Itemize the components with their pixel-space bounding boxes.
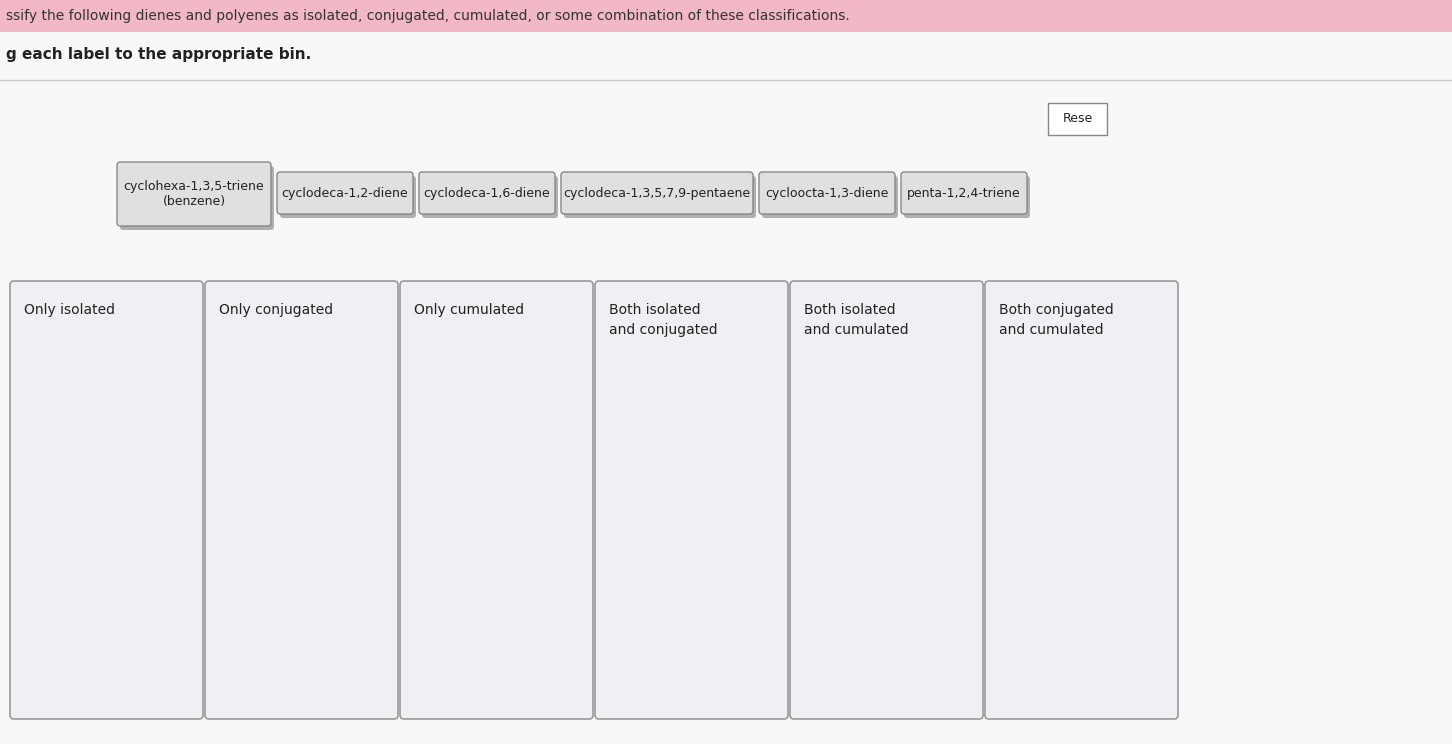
FancyBboxPatch shape <box>595 281 788 719</box>
Text: Only conjugated: Only conjugated <box>219 303 333 317</box>
Text: penta-1,2,4-triene: penta-1,2,4-triene <box>908 187 1021 199</box>
Text: cyclohexa-1,3,5-triene
(benzene): cyclohexa-1,3,5-triene (benzene) <box>123 180 264 208</box>
FancyBboxPatch shape <box>277 172 412 214</box>
FancyBboxPatch shape <box>118 162 272 226</box>
FancyBboxPatch shape <box>905 176 1029 218</box>
Text: cyclodeca-1,6-diene: cyclodeca-1,6-diene <box>424 187 550 199</box>
Text: cycloocta-1,3-diene: cycloocta-1,3-diene <box>765 187 889 199</box>
Text: and conjugated: and conjugated <box>608 323 717 337</box>
FancyBboxPatch shape <box>121 166 274 230</box>
FancyBboxPatch shape <box>0 0 1452 32</box>
FancyBboxPatch shape <box>10 281 203 719</box>
FancyBboxPatch shape <box>560 172 754 214</box>
FancyBboxPatch shape <box>280 176 417 218</box>
Text: Only isolated: Only isolated <box>25 303 115 317</box>
FancyBboxPatch shape <box>762 176 897 218</box>
Text: Only cumulated: Only cumulated <box>414 303 524 317</box>
Text: and cumulated: and cumulated <box>804 323 909 337</box>
FancyBboxPatch shape <box>759 172 894 214</box>
Text: g each label to the appropriate bin.: g each label to the appropriate bin. <box>6 48 311 62</box>
Text: ssify the following dienes and polyenes as isolated, conjugated, cumulated, or s: ssify the following dienes and polyenes … <box>6 9 849 23</box>
FancyBboxPatch shape <box>902 172 1027 214</box>
Text: and cumulated: and cumulated <box>999 323 1104 337</box>
Text: Both isolated: Both isolated <box>608 303 701 317</box>
FancyBboxPatch shape <box>423 176 558 218</box>
FancyBboxPatch shape <box>205 281 398 719</box>
FancyBboxPatch shape <box>420 172 555 214</box>
FancyBboxPatch shape <box>399 281 592 719</box>
FancyBboxPatch shape <box>1048 103 1106 135</box>
Text: Rese: Rese <box>1063 112 1092 126</box>
Text: cyclodeca-1,2-diene: cyclodeca-1,2-diene <box>282 187 408 199</box>
Text: Both isolated: Both isolated <box>804 303 896 317</box>
Text: Both conjugated: Both conjugated <box>999 303 1114 317</box>
FancyBboxPatch shape <box>790 281 983 719</box>
Text: cyclodeca-1,3,5,7,9-pentaene: cyclodeca-1,3,5,7,9-pentaene <box>563 187 751 199</box>
FancyBboxPatch shape <box>984 281 1178 719</box>
FancyBboxPatch shape <box>563 176 756 218</box>
